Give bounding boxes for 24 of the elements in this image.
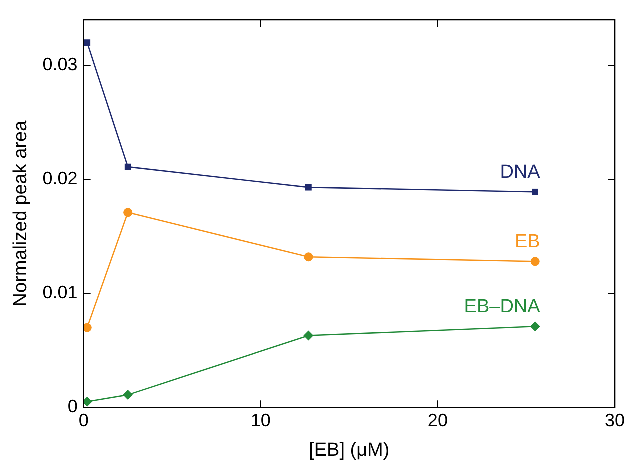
point	[84, 40, 91, 46]
y-tick-label: 0	[68, 396, 78, 417]
y-axis-title: Normalized peak area	[10, 120, 32, 307]
point	[530, 322, 540, 332]
point	[123, 390, 134, 400]
series-label: EB	[514, 231, 540, 252]
point	[124, 164, 132, 170]
x-tick-label: 10	[250, 410, 271, 430]
x-tick-label: 30	[604, 410, 626, 430]
point	[532, 188, 539, 196]
series-label: DNA	[500, 162, 541, 183]
y-tick-label: 0.01	[42, 282, 78, 303]
point	[304, 252, 314, 262]
point	[124, 208, 133, 218]
x-axis-title: [EB] (μM)	[309, 440, 390, 461]
point	[84, 396, 92, 407]
point	[530, 257, 540, 266]
y-tick-label: 0.03	[42, 54, 78, 75]
point	[306, 184, 312, 191]
y-tick-label: 0.02	[42, 168, 78, 189]
series-label: EB–DNA	[464, 296, 541, 318]
point	[304, 330, 314, 341]
point	[84, 323, 92, 332]
x-tick-label: 20	[428, 410, 448, 430]
